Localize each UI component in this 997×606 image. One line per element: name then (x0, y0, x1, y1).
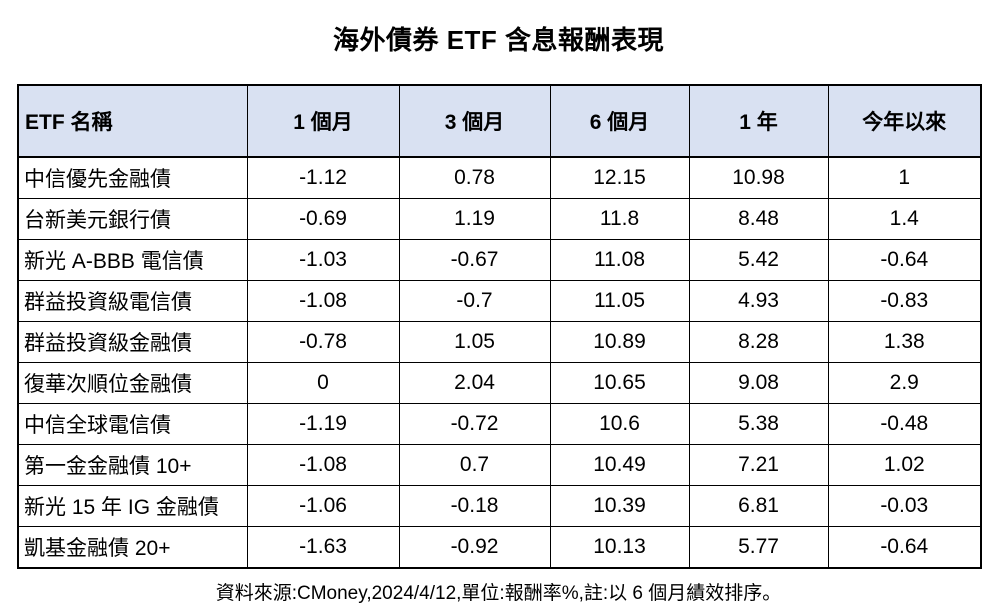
value-cell: 1.38 (827, 321, 982, 363)
value-cell: -0.48 (827, 403, 982, 445)
value-cell: 1.4 (827, 198, 982, 240)
value-cell: 11.08 (549, 239, 690, 281)
value-cell: -0.78 (246, 321, 400, 363)
value-cell: 1.02 (827, 444, 982, 486)
etf-name-cell: 台新美元銀行債 (17, 198, 248, 240)
value-cell: 12.15 (549, 156, 690, 199)
table-body: 中信優先金融債 -1.12 0.78 12.15 10.98 1 台新美元銀行債… (17, 156, 982, 569)
column-header-3-month: 3 個月 (398, 84, 551, 158)
value-cell: 10.13 (549, 526, 690, 569)
table-row: 凱基金融債 20+ -1.63 -0.92 10.13 5.77 -0.64 (17, 526, 982, 569)
value-cell: 0.78 (398, 156, 551, 199)
column-header-ytd: 今年以來 (827, 84, 982, 158)
etf-name-cell: 群益投資級金融債 (17, 321, 248, 363)
etf-name-cell: 新光 15 年 IG 金融債 (17, 485, 248, 527)
value-cell: 8.28 (688, 321, 829, 363)
table-row: 台新美元銀行債 -0.69 1.19 11.8 8.48 1.4 (17, 198, 982, 240)
value-cell: -0.18 (398, 485, 551, 527)
value-cell: 11.05 (549, 280, 690, 322)
value-cell: 1 (827, 156, 982, 199)
etf-name-cell: 凱基金融債 20+ (17, 526, 248, 569)
table-row: 群益投資級金融債 -0.78 1.05 10.89 8.28 1.38 (17, 321, 982, 363)
value-cell: 0.7 (398, 444, 551, 486)
page-title: 海外債券 ETF 含息報酬表現 (332, 25, 665, 55)
column-header-etf-name: ETF 名稱 (17, 84, 248, 158)
column-header-6-month: 6 個月 (549, 84, 690, 158)
table-row: 新光 A-BBB 電信債 -1.03 -0.67 11.08 5.42 -0.6… (17, 239, 982, 281)
value-cell: 4.93 (688, 280, 829, 322)
value-cell: -0.69 (246, 198, 400, 240)
value-cell: 1.05 (398, 321, 551, 363)
table-row: 第一金金融債 10+ -1.08 0.7 10.49 7.21 1.02 (17, 444, 982, 486)
value-cell: -0.64 (827, 239, 982, 281)
value-cell: -0.72 (398, 403, 551, 445)
value-cell: -1.63 (246, 526, 400, 569)
value-cell: 7.21 (688, 444, 829, 486)
source-note: 資料來源:CMoney,2024/4/12,單位:報酬率%,註:以 6 個月績效… (215, 583, 782, 604)
header-row: ETF 名稱 1 個月 3 個月 6 個月 1 年 今年以來 (17, 84, 982, 158)
value-cell: 0 (246, 362, 400, 404)
value-cell: -1.08 (246, 280, 400, 322)
value-cell: -1.19 (246, 403, 400, 445)
value-cell: 10.65 (549, 362, 690, 404)
value-cell: 11.8 (549, 198, 690, 240)
value-cell: 6.81 (688, 485, 829, 527)
value-cell: 5.42 (688, 239, 829, 281)
value-cell: -1.06 (246, 485, 400, 527)
etf-name-cell: 群益投資級電信債 (17, 280, 248, 322)
value-cell: 5.77 (688, 526, 829, 569)
value-cell: 10.89 (549, 321, 690, 363)
value-cell: 10.98 (688, 156, 829, 199)
value-cell: -0.03 (827, 485, 982, 527)
value-cell: -0.7 (398, 280, 551, 322)
value-cell: 9.08 (688, 362, 829, 404)
etf-name-cell: 中信全球電信債 (17, 403, 248, 445)
value-cell: -1.03 (246, 239, 400, 281)
value-cell: 2.9 (827, 362, 982, 404)
value-cell: -1.12 (246, 156, 400, 199)
value-cell: -0.92 (398, 526, 551, 569)
etf-name-cell: 復華次順位金融債 (17, 362, 248, 404)
etf-name-cell: 新光 A-BBB 電信債 (17, 239, 248, 281)
value-cell: 8.48 (688, 198, 829, 240)
etf-returns-table: ETF 名稱 1 個月 3 個月 6 個月 1 年 今年以來 中信優先金融債 -… (17, 84, 982, 569)
value-cell: 1.19 (398, 198, 551, 240)
table-row: 中信全球電信債 -1.19 -0.72 10.6 5.38 -0.48 (17, 403, 982, 445)
value-cell: -0.64 (827, 526, 982, 569)
value-cell: 10.6 (549, 403, 690, 445)
table-row: 中信優先金融債 -1.12 0.78 12.15 10.98 1 (17, 156, 982, 199)
value-cell: 5.38 (688, 403, 829, 445)
value-cell: 10.49 (549, 444, 690, 486)
value-cell: -0.83 (827, 280, 982, 322)
column-header-1-month: 1 個月 (246, 84, 400, 158)
value-cell: -0.67 (398, 239, 551, 281)
etf-name-cell: 中信優先金融債 (17, 156, 248, 199)
table-row: 復華次順位金融債 0 2.04 10.65 9.08 2.9 (17, 362, 982, 404)
table-row: 新光 15 年 IG 金融債 -1.06 -0.18 10.39 6.81 -0… (17, 485, 982, 527)
etf-name-cell: 第一金金融債 10+ (17, 444, 248, 486)
value-cell: 2.04 (398, 362, 551, 404)
column-header-1-year: 1 年 (688, 84, 829, 158)
value-cell: -1.08 (246, 444, 400, 486)
table-row: 群益投資級電信債 -1.08 -0.7 11.05 4.93 -0.83 (17, 280, 982, 322)
value-cell: 10.39 (549, 485, 690, 527)
